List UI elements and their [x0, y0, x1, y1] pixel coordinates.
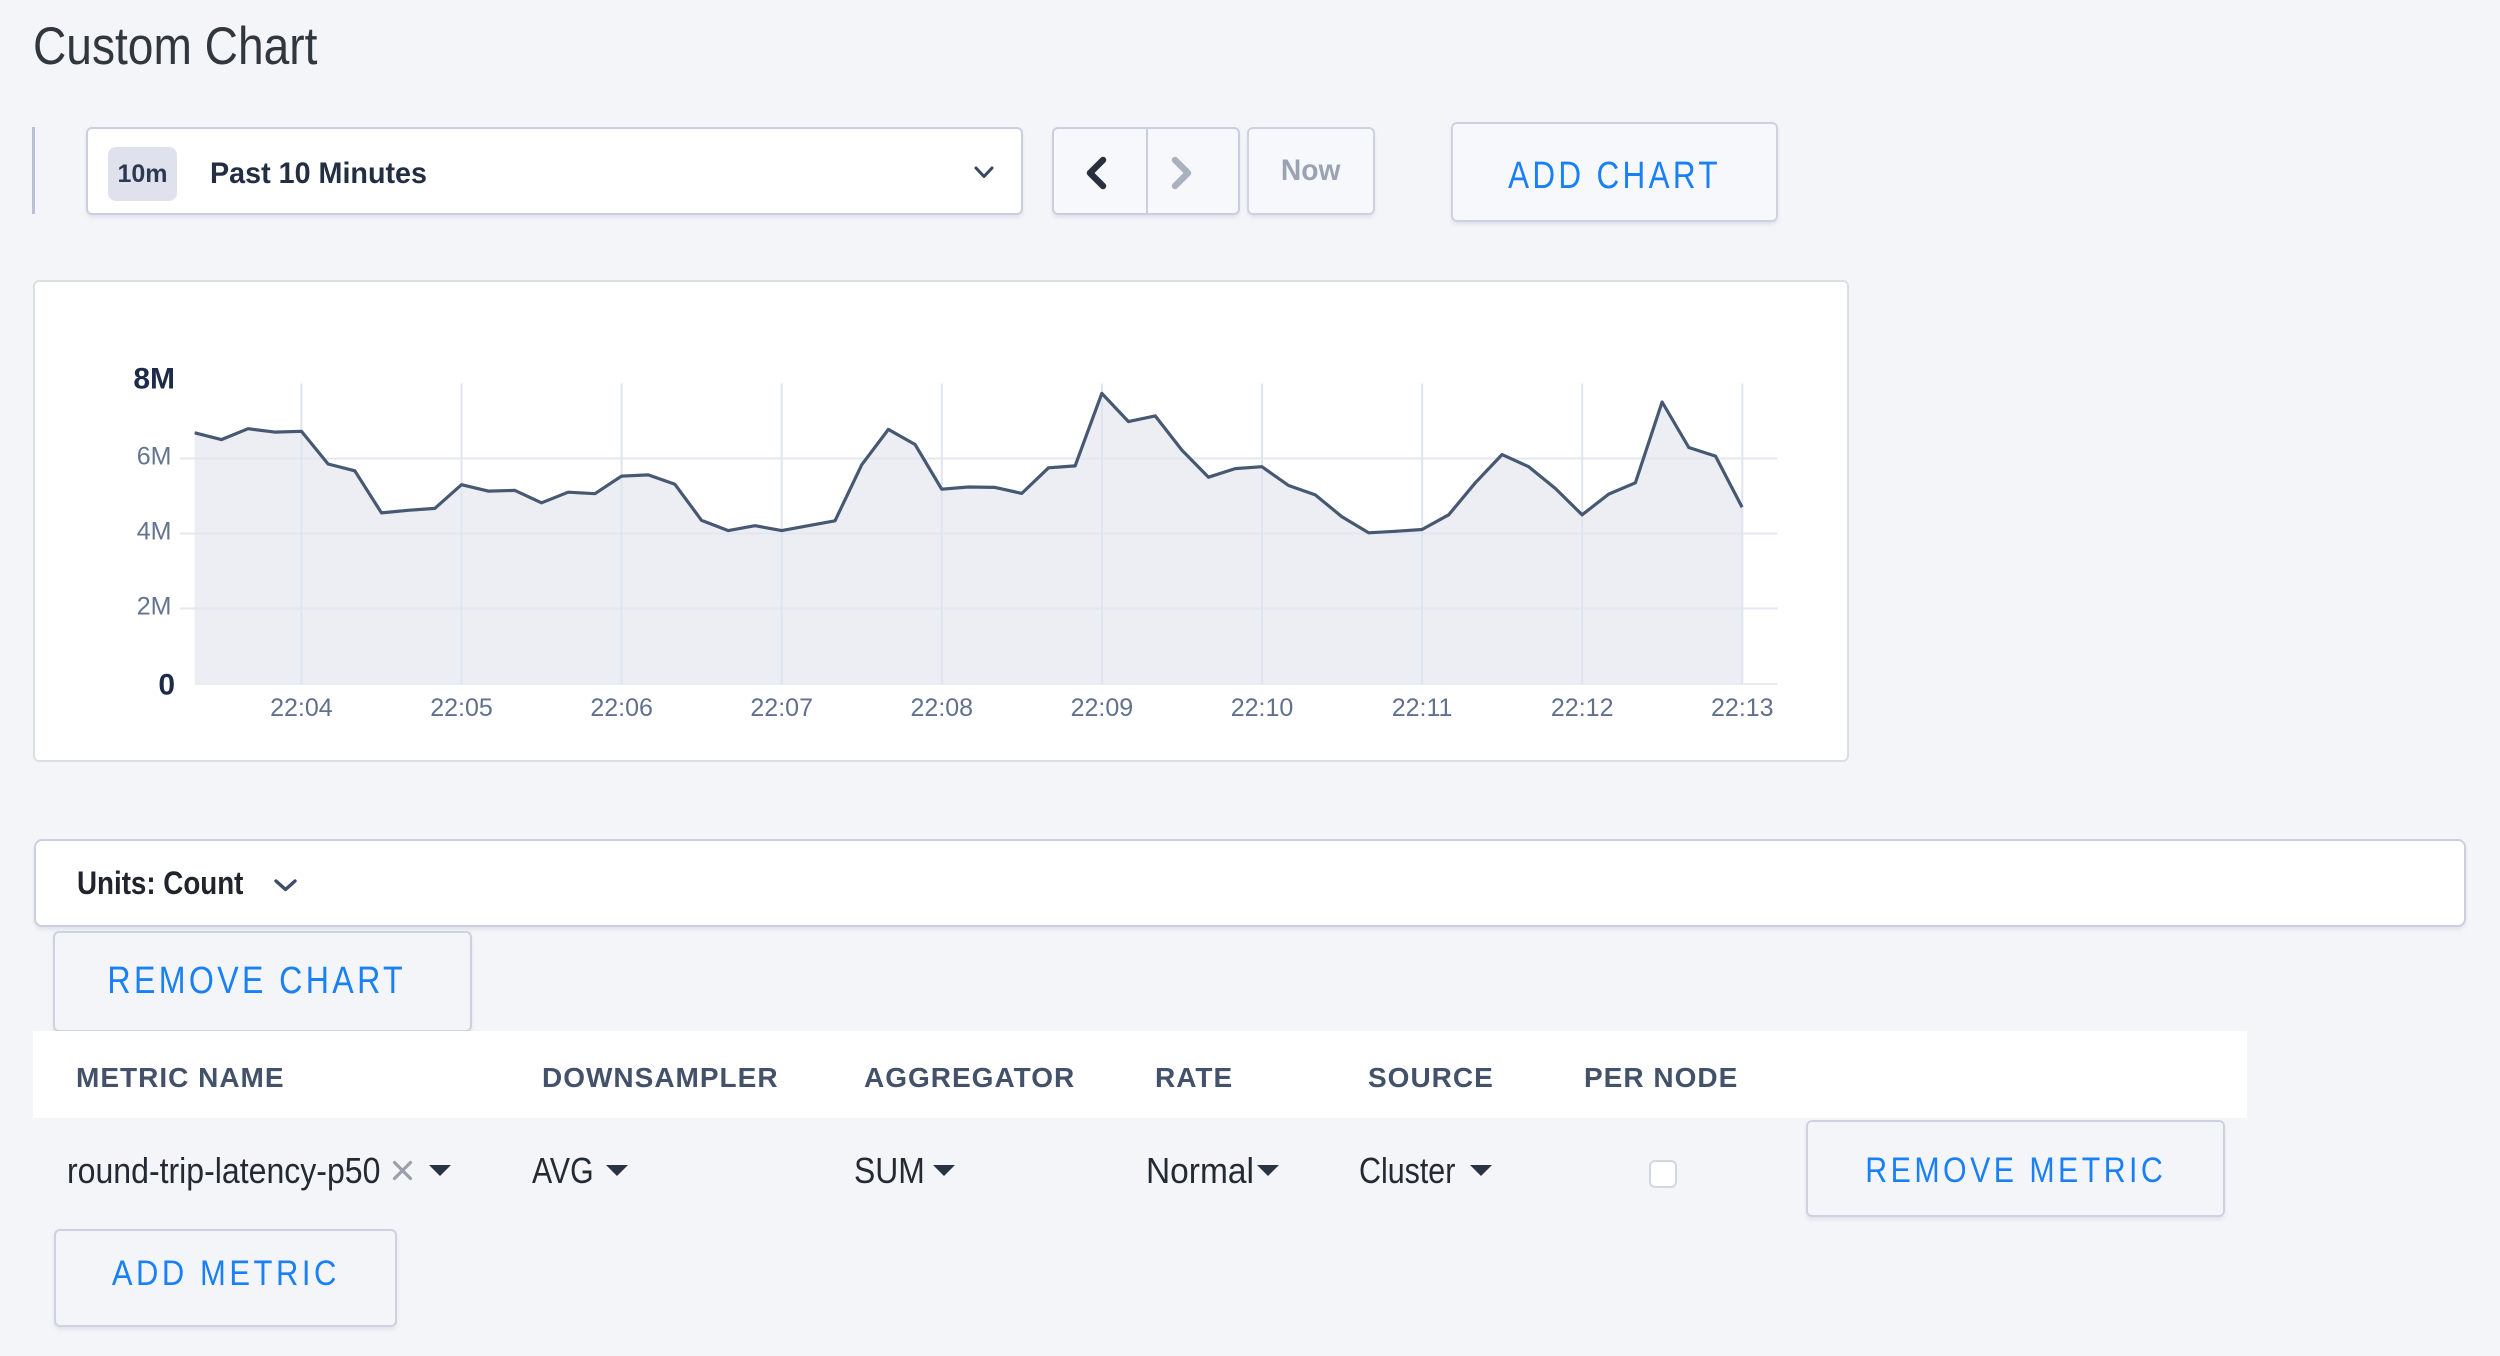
svg-text:4M: 4M: [137, 518, 172, 546]
svg-text:22:05: 22:05: [430, 694, 493, 722]
svg-text:22:07: 22:07: [750, 694, 813, 722]
svg-text:22:13: 22:13: [1711, 694, 1774, 722]
svg-text:22:12: 22:12: [1551, 694, 1614, 722]
svg-text:22:04: 22:04: [270, 694, 333, 722]
svg-text:22:08: 22:08: [911, 694, 974, 722]
svg-text:22:10: 22:10: [1231, 694, 1294, 722]
svg-text:8M: 8M: [133, 363, 175, 396]
svg-text:22:09: 22:09: [1071, 694, 1134, 722]
svg-text:0: 0: [158, 669, 175, 702]
svg-text:6M: 6M: [137, 443, 172, 471]
svg-text:22:11: 22:11: [1392, 694, 1453, 722]
svg-text:2M: 2M: [137, 593, 172, 621]
svg-text:22:06: 22:06: [590, 694, 653, 722]
